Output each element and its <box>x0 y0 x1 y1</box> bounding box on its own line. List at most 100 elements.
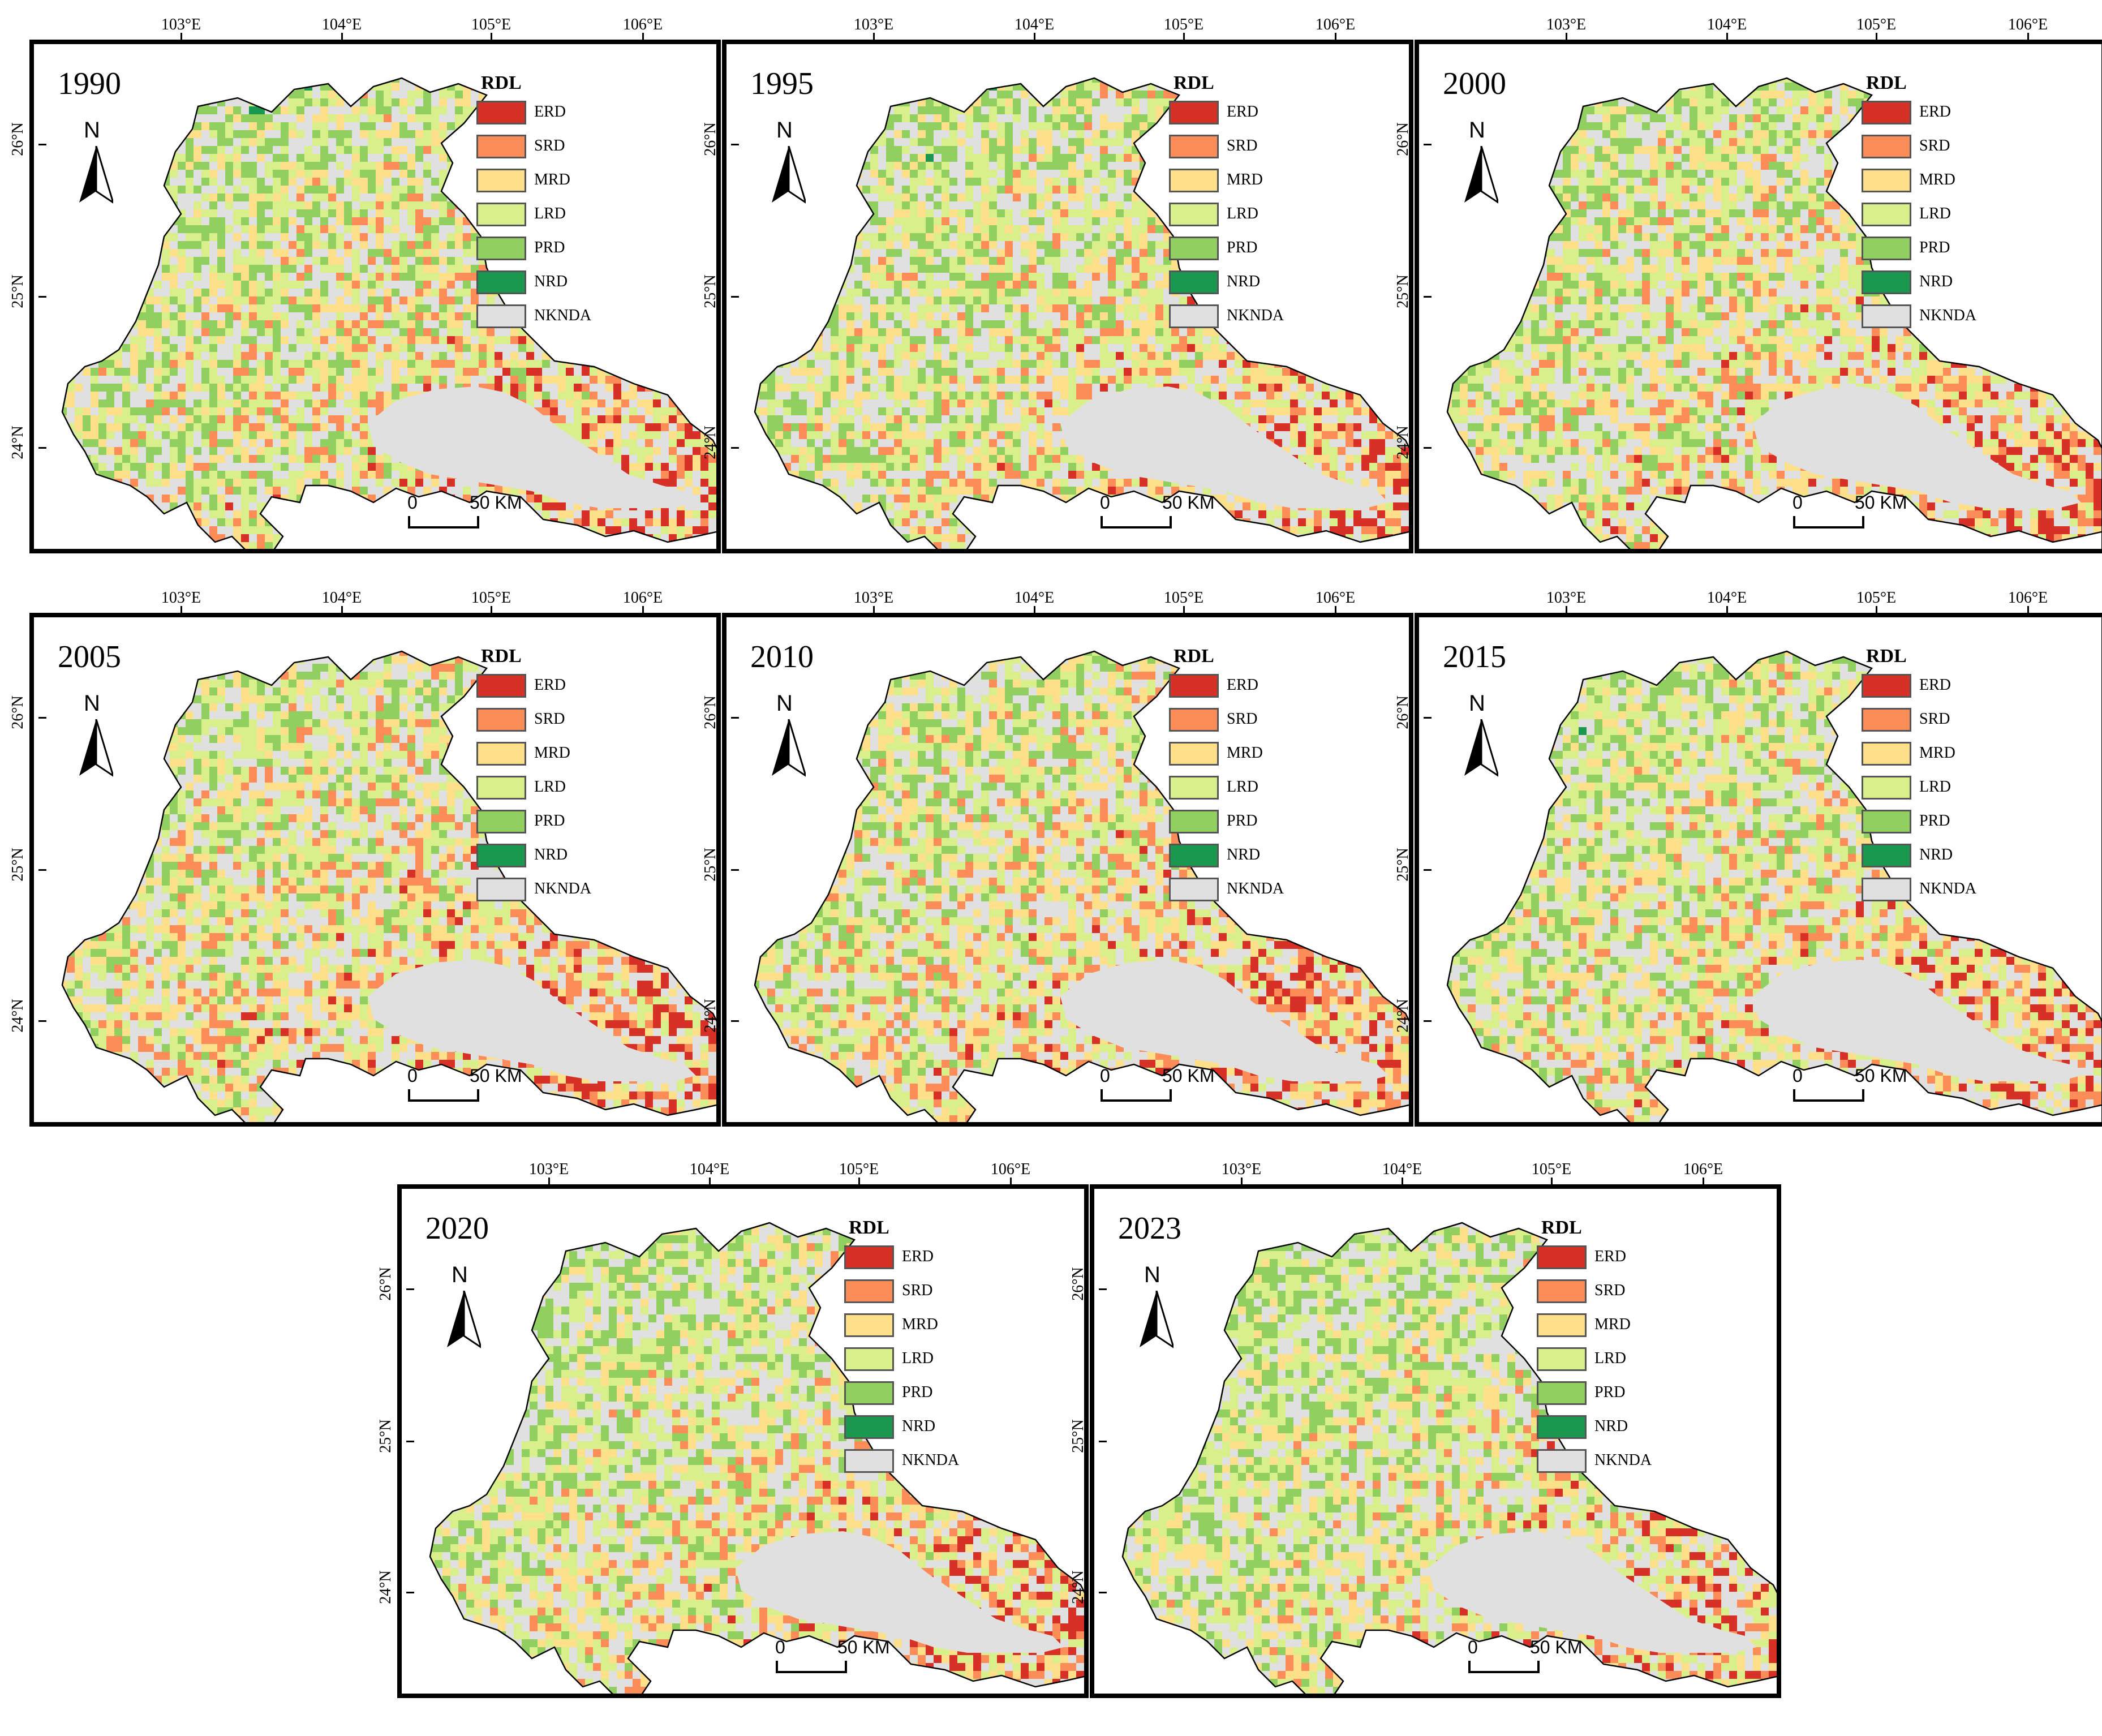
longitude-tick <box>1551 1178 1553 1185</box>
legend-swatch <box>476 674 526 698</box>
latitude-label: 25°N <box>9 274 27 308</box>
scale-end-label: 50 KM <box>1162 492 1214 513</box>
latitude-tick <box>1424 447 1432 449</box>
legend-swatch <box>1862 101 1911 124</box>
latitude-label: 25°N <box>1394 274 1412 308</box>
longitude-tick <box>1034 33 1035 41</box>
legend-label: PRD <box>1594 1383 1625 1402</box>
scale-start-label: 0 <box>1468 1637 1478 1658</box>
year-label: 2005 <box>58 641 121 673</box>
legend-swatch <box>476 708 526 732</box>
longitude-label: 106°E <box>623 16 663 34</box>
latitude-tick <box>406 1288 414 1290</box>
legend-swatch <box>1169 810 1219 833</box>
longitude-tick <box>709 1178 711 1185</box>
latitude-tick <box>1424 144 1432 145</box>
year-label: 2020 <box>425 1213 489 1244</box>
map-frame: 1995 N RDL ERD SRD MRD LRD PRD NRD NKNDA 0 50 KM <box>722 40 1413 553</box>
year-label: 2015 <box>1443 641 1506 673</box>
north-arrow-icon <box>772 146 806 204</box>
north-letter: N <box>1469 691 1485 716</box>
study-area-boundary <box>1121 1222 1777 1694</box>
legend-label: ERD <box>1227 103 1258 121</box>
nknda-basin-area <box>1060 386 1389 508</box>
legend-label: PRD <box>1919 239 1950 257</box>
legend-swatch <box>1169 742 1219 766</box>
latitude-tick <box>731 1020 739 1022</box>
longitude-tick <box>1241 1178 1243 1185</box>
longitude-label: 104°E <box>1015 589 1054 607</box>
legend-label: MRD <box>1919 744 1955 762</box>
longitude-tick <box>1876 606 1877 614</box>
north-letter: N <box>84 691 100 716</box>
legend-title: RDL <box>481 72 522 94</box>
year-label: 1990 <box>58 68 121 100</box>
study-area-boundary <box>754 650 1409 1122</box>
longitude-label: 105°E <box>1532 1161 1571 1179</box>
longitude-label: 105°E <box>1164 589 1203 607</box>
legend-swatch <box>476 776 526 800</box>
longitude-tick <box>1402 1178 1403 1185</box>
latitude-tick <box>1424 869 1432 871</box>
nknda-basin-area <box>1428 1531 1756 1653</box>
legend-label: ERD <box>1919 103 1951 121</box>
latitude-label: 25°N <box>1069 1419 1087 1453</box>
legend-swatch <box>1862 135 1911 158</box>
legend-label: MRD <box>1919 171 1955 189</box>
year-label: 2023 <box>1118 1213 1181 1244</box>
legend-label: NRD <box>534 846 568 864</box>
longitude-tick <box>180 33 182 41</box>
legend-label: LRD <box>534 205 566 223</box>
legend-swatch <box>1169 304 1219 328</box>
latitude-tick <box>731 296 739 298</box>
longitude-label: 105°E <box>1856 16 1896 34</box>
legend-label: SRD <box>534 137 565 155</box>
study-area-boundary <box>61 77 716 549</box>
legend-label: NKNDA <box>1227 307 1284 325</box>
legend-label: ERD <box>1227 676 1258 694</box>
legend-label: LRD <box>1919 205 1951 223</box>
legend-swatch <box>1862 304 1911 328</box>
legend-swatch <box>1537 1313 1587 1337</box>
longitude-label: 103°E <box>854 589 893 607</box>
legend-label: LRD <box>902 1350 934 1368</box>
legend-swatch <box>1537 1245 1587 1269</box>
legend-swatch <box>1862 810 1911 833</box>
latitude-tick <box>731 717 739 719</box>
longitude-label: 106°E <box>2008 16 2048 34</box>
legend-swatch <box>476 810 526 833</box>
rdl-raster-map <box>429 1222 1084 1694</box>
legend-title: RDL <box>481 646 522 667</box>
latitude-tick <box>1424 717 1432 719</box>
legend-title: RDL <box>1866 646 1907 667</box>
longitude-label: 104°E <box>1707 589 1747 607</box>
map-panel-2023: 103°E 104°E 105°E 106°E 2023 N RDL ERD SRD MRD LRD… <box>1069 1161 1781 1698</box>
scale-bar-line <box>1468 1661 1540 1673</box>
legend-swatch <box>476 742 526 766</box>
legend-label: NRD <box>1919 273 1953 291</box>
legend-label: NKNDA <box>902 1451 959 1469</box>
map-frame: 2000 N RDL ERD SRD MRD LRD PRD NRD NKNDA 0 50 KM <box>1415 40 2102 553</box>
rdl-raster-map <box>61 77 716 549</box>
legend-label: SRD <box>1227 137 1257 155</box>
legend-swatch <box>476 878 526 901</box>
latitude-tick <box>731 144 739 145</box>
latitude-label: 26°N <box>702 122 720 156</box>
legend-swatch <box>1862 776 1911 800</box>
study-area-boundary <box>429 1222 1084 1694</box>
nknda-basin-area <box>368 960 696 1081</box>
longitude-tick <box>1010 1178 1012 1185</box>
latitude-label: 25°N <box>377 1419 395 1453</box>
north-arrow-icon <box>79 719 113 777</box>
legend-swatch <box>476 169 526 192</box>
legend-label: MRD <box>1227 171 1263 189</box>
longitude-tick <box>642 606 644 614</box>
legend-label: MRD <box>534 744 570 762</box>
legend-label: NKNDA <box>1227 880 1284 898</box>
legend-label: PRD <box>534 812 565 830</box>
scale-end-label: 50 KM <box>1855 492 1907 513</box>
nknda-basin-area <box>1060 960 1389 1081</box>
longitude-tick <box>341 606 343 614</box>
legend-title: RDL <box>1541 1217 1582 1239</box>
